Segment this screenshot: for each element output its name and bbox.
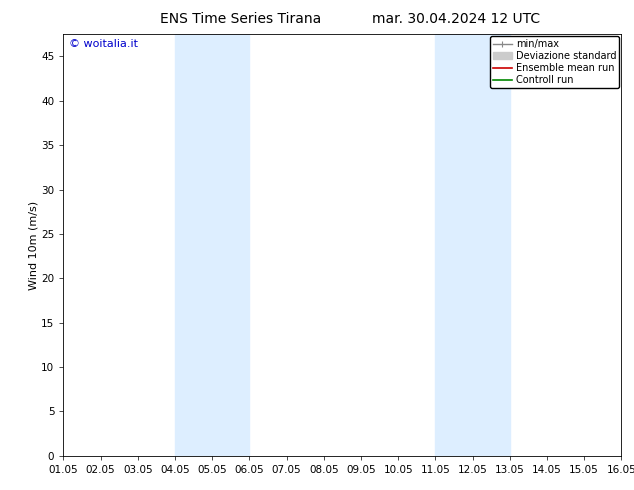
Y-axis label: Wind 10m (m/s): Wind 10m (m/s) bbox=[29, 200, 38, 290]
Bar bbox=[436, 34, 510, 456]
Legend: min/max, Deviazione standard, Ensemble mean run, Controll run: min/max, Deviazione standard, Ensemble m… bbox=[489, 36, 619, 88]
Text: ENS Time Series Tirana: ENS Time Series Tirana bbox=[160, 12, 321, 26]
Text: © woitalia.it: © woitalia.it bbox=[69, 39, 138, 49]
Text: mar. 30.04.2024 12 UTC: mar. 30.04.2024 12 UTC bbox=[372, 12, 541, 26]
Bar bbox=[175, 34, 249, 456]
